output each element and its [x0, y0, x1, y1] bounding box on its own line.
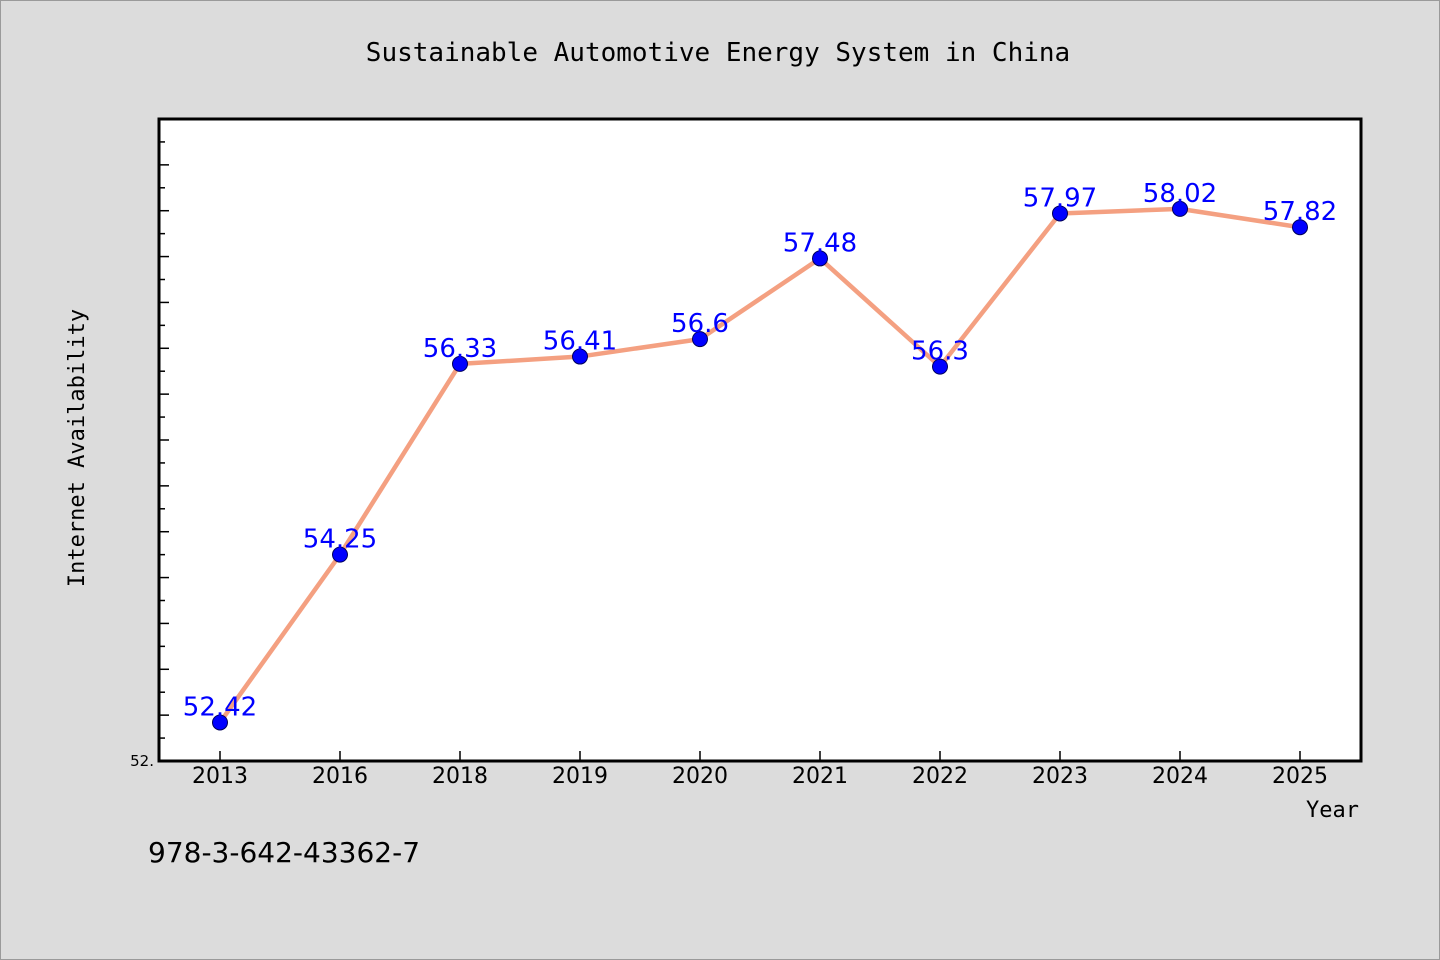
data-label: 56.41 [543, 327, 617, 357]
x-tick-label: 2013 [192, 764, 248, 789]
data-point [452, 355, 468, 372]
data-label: 54.25 [303, 525, 377, 555]
data-point [1172, 200, 1188, 217]
data-point [1052, 205, 1068, 222]
data-label: 52.42 [183, 692, 257, 722]
data-label: 56.3 [911, 337, 969, 367]
y-axis-ticks [159, 118, 169, 762]
x-tick-label: 2018 [432, 764, 488, 789]
x-tick-label: 2019 [552, 764, 608, 789]
data-labels: 52.42 54.25 56.33 56.41 56.6 57.48 56.3 57.97 58… [183, 179, 1337, 723]
x-tick-label: 2020 [672, 764, 728, 789]
data-label: 56.6 [671, 309, 729, 339]
x-axis-label: Year [1306, 798, 1359, 823]
x-axis-ticks: 2013 2016 2018 2019 2020 2021 2022 2023 2024 2025 [192, 751, 1328, 789]
data-point [692, 331, 708, 348]
series-markers [212, 200, 1308, 731]
isbn-footer: 978-3-642-43362-7 [148, 836, 420, 869]
data-point [812, 250, 828, 267]
data-point [572, 348, 588, 365]
data-point [1292, 219, 1308, 236]
data-point [212, 714, 228, 731]
x-tick-label: 2021 [792, 764, 848, 789]
x-tick-label: 2016 [312, 764, 368, 789]
data-label: 56.33 [423, 334, 497, 364]
y-axis-label: Internet Availability [65, 309, 90, 587]
x-tick-label: 2024 [1152, 764, 1208, 789]
data-label: 57.82 [1263, 197, 1337, 227]
series-line [218, 206, 1301, 724]
data-label: 57.48 [783, 228, 857, 258]
plot-area [157, 117, 1363, 763]
data-point [932, 358, 948, 375]
x-tick-label: 2023 [1032, 764, 1088, 789]
data-label: 57.97 [1023, 183, 1097, 213]
x-tick-label: 2022 [912, 764, 968, 789]
x-tick-label: 2025 [1272, 764, 1328, 789]
y-axis-min-label: 52. [130, 752, 154, 770]
data-label: 58.02 [1143, 179, 1217, 209]
data-point [332, 546, 348, 563]
chart-title: Sustainable Automotive Energy System in … [366, 38, 1070, 68]
